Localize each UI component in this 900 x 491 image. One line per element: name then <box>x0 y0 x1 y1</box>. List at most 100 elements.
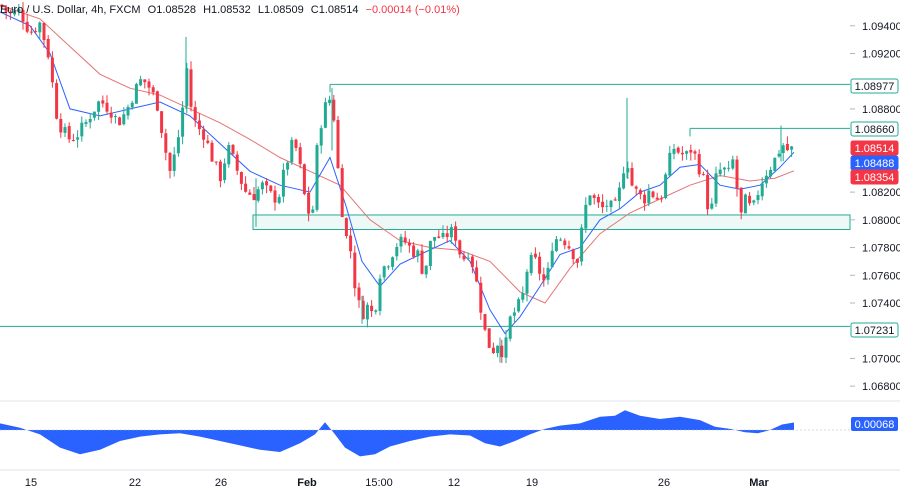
candle-body <box>445 233 449 238</box>
symbol-title[interactable]: Euro / U.S. Dollar, 4h, FXCM <box>0 4 141 16</box>
oscillator-value-badge <box>851 417 898 431</box>
candle-body <box>319 128 323 146</box>
candle-body <box>546 267 550 280</box>
candle-body <box>395 246 399 257</box>
candle-body <box>689 149 693 153</box>
candle-body <box>126 106 130 116</box>
candle-body <box>67 126 71 140</box>
ohlc-high: H1.08532 <box>203 4 251 16</box>
candle-body <box>143 79 147 83</box>
symbol-header: Euro / U.S. Dollar, 4h, FXCM O1.08528 H1… <box>0 4 464 16</box>
candle-body <box>55 83 59 119</box>
candle-body <box>269 185 273 192</box>
candle-body <box>248 192 252 195</box>
candle-body <box>563 240 567 246</box>
candle-body <box>294 139 298 148</box>
candle-body <box>277 196 281 203</box>
candle-body <box>365 304 369 320</box>
price-tick-label: 1.08800 <box>862 104 900 116</box>
price-tick-label: 1.08000 <box>862 215 900 227</box>
candle-body <box>118 117 122 126</box>
candle-body <box>164 133 168 153</box>
candles <box>0 2 794 364</box>
price-tick-label: 1.07400 <box>862 298 900 310</box>
candle-body <box>437 236 441 238</box>
candle-body <box>580 227 584 262</box>
horizontal-levels <box>0 83 850 327</box>
candle-body <box>714 173 718 204</box>
candle-body <box>105 102 109 112</box>
candle-body <box>210 142 214 162</box>
candle-body <box>748 195 752 204</box>
candle-body <box>538 256 542 274</box>
candle-body <box>449 227 453 238</box>
candle-body <box>622 173 626 189</box>
time-axis[interactable]: 15 22 26 Feb 15:00 12 19 26 Mar <box>25 477 770 489</box>
candle-body <box>416 250 420 257</box>
candle-body <box>239 172 243 184</box>
candle-body <box>88 118 92 123</box>
candle-body <box>466 257 470 259</box>
price-badge <box>850 78 899 94</box>
candle-body <box>504 337 508 358</box>
candle-body <box>769 169 773 177</box>
candle-body <box>601 201 605 208</box>
candle-body <box>17 8 21 12</box>
candle-body <box>517 299 521 312</box>
candle-body <box>189 69 193 107</box>
candle-body <box>340 168 344 218</box>
candle-body <box>496 345 500 354</box>
candle-body <box>550 250 554 268</box>
candle-body <box>307 192 311 214</box>
support-zone-rect <box>252 214 851 231</box>
price-badge-label: 1.08488 <box>855 158 895 170</box>
candle-body <box>722 167 726 170</box>
candle-body <box>172 154 176 171</box>
candle-body <box>97 101 101 112</box>
candle-body <box>412 245 416 257</box>
candle-body <box>151 87 155 93</box>
candle-body <box>680 152 684 155</box>
candle-body <box>651 191 655 198</box>
candle-body <box>773 157 777 171</box>
candle-body <box>491 347 495 354</box>
candle-body <box>139 79 143 86</box>
candle-body <box>218 161 222 182</box>
candle-body <box>706 174 710 210</box>
price-axis[interactable]: 1.06800 1.07000 1.07400 1.07600 1.07800 1.080… <box>850 21 900 393</box>
candle-body <box>613 199 617 201</box>
candle-body <box>260 182 264 190</box>
candle-body <box>311 209 315 213</box>
candle-body <box>777 153 781 157</box>
candle-body <box>357 287 361 301</box>
candle-body <box>571 249 575 260</box>
price-badge <box>850 121 899 137</box>
candle-body <box>38 22 42 33</box>
candle-body <box>596 196 600 203</box>
candle-body <box>420 250 424 274</box>
candle-body <box>109 112 113 118</box>
candle-body <box>344 218 348 236</box>
candle-body <box>575 259 579 263</box>
time-tick-label: 15 <box>25 477 37 489</box>
candle-body <box>588 195 592 205</box>
candle-body <box>512 312 516 316</box>
candle-body <box>101 100 105 104</box>
time-tick-label: 26 <box>215 477 227 489</box>
candle-body <box>567 246 571 249</box>
candle-body <box>407 242 411 246</box>
price-tick-label: 1.07000 <box>862 353 900 365</box>
candle-body <box>475 267 479 282</box>
candle-body <box>697 154 701 175</box>
price-tick-label: 1.08200 <box>862 187 900 199</box>
candle-body <box>441 232 445 238</box>
time-tick-label: 15:00 <box>365 477 393 489</box>
time-tick-label: 12 <box>448 477 460 489</box>
candle-body <box>382 266 386 278</box>
candle-body <box>638 190 642 195</box>
candle-body <box>323 102 327 128</box>
candle-body <box>743 194 747 214</box>
candle-body <box>193 107 197 121</box>
time-tick-label: Mar <box>749 477 769 489</box>
